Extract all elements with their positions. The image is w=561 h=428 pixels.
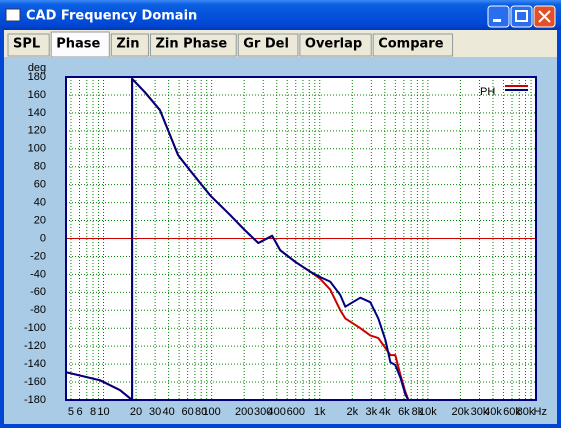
y-tick-label: 160 <box>28 89 46 101</box>
x-tick-label: 2k <box>346 406 358 418</box>
x-tick-label: 200 <box>235 406 253 418</box>
y-tick-label: 140 <box>28 107 46 119</box>
tab[interactable]: Phase <box>50 31 110 58</box>
tab-label: Zin Phase <box>155 37 227 52</box>
y-tick-label: -80 <box>30 304 46 316</box>
y-tick-label: -100 <box>24 322 46 334</box>
tab-strip: SPL Phase Zin Zin Phase Gr Del Overlap Compare <box>7 31 454 58</box>
series-lines <box>65 77 410 401</box>
x-tick-label: 600 <box>287 406 305 418</box>
x-tick-label: 8k <box>412 406 424 418</box>
y-tick-label: 40 <box>34 197 46 209</box>
tab[interactable]: Compare <box>372 33 454 57</box>
y-tick-label: -140 <box>24 358 46 370</box>
x-tick-label: 80k <box>517 406 535 418</box>
maximize-button[interactable] <box>510 5 533 28</box>
grid <box>66 76 536 401</box>
legend-label: PH <box>480 86 495 98</box>
window-title: CAD Frequency Domain <box>26 9 197 24</box>
x-tick-label: 60k <box>503 406 521 418</box>
x-tick-label: 30 <box>149 406 161 418</box>
x-tick-label: 40k <box>484 406 502 418</box>
x-tick-label: 20 <box>130 406 142 418</box>
series-line <box>65 77 410 401</box>
x-tick-label: 6 <box>76 406 82 418</box>
y-tick-label: -40 <box>30 268 46 280</box>
y-tick-label: 20 <box>34 214 46 226</box>
tab[interactable]: Overlap <box>299 33 372 57</box>
y-tick-label: -180 <box>24 394 46 406</box>
tab-background <box>110 33 149 57</box>
y-tick-label: -60 <box>30 286 46 298</box>
tab-background <box>299 33 372 57</box>
x-tick-label: 400 <box>268 406 286 418</box>
x-axis-unit: Hz <box>534 406 547 418</box>
tab-label: Zin <box>116 37 139 52</box>
y-tick-label: -160 <box>24 376 46 388</box>
x-tick-label: 40 <box>162 406 174 418</box>
tab-background <box>7 33 50 57</box>
y-tick-label: 80 <box>34 161 46 173</box>
tab[interactable]: Zin <box>110 33 149 57</box>
x-tick-label: 10k <box>419 406 437 418</box>
tab-background <box>149 33 237 57</box>
y-tick-label: 0 <box>40 232 46 244</box>
x-tick-label: 300 <box>254 406 272 418</box>
y-axis-label: deg <box>28 62 46 74</box>
x-tick-label: 3k <box>366 406 378 418</box>
tab-background <box>237 33 299 57</box>
close-button[interactable] <box>533 5 556 28</box>
tab[interactable]: SPL <box>7 33 50 57</box>
x-tick-label: 6k <box>398 406 410 418</box>
tab[interactable]: Zin Phase <box>149 33 237 57</box>
app-icon <box>5 8 21 22</box>
tab-label: Compare <box>378 37 444 52</box>
title-bar <box>0 0 561 30</box>
plot-border <box>65 76 537 401</box>
y-tick-label: 120 <box>28 125 46 137</box>
x-tick-label: 80 <box>195 406 207 418</box>
x-tick-label: 60 <box>182 406 194 418</box>
x-tick-label: 5 <box>68 406 74 418</box>
y-tick-label: 180 <box>28 71 46 83</box>
x-tick-label: 100 <box>202 406 220 418</box>
x-tick-label: 8 <box>90 406 96 418</box>
x-tick-label: 4k <box>379 406 391 418</box>
x-tick-label: 30k <box>471 406 489 418</box>
y-tick-label: -20 <box>30 250 46 262</box>
x-tick-label: 20k <box>452 406 470 418</box>
x-tick-label: 1k <box>314 406 326 418</box>
x-tick-label: 10 <box>97 406 109 418</box>
y-tick-label: -120 <box>24 340 46 352</box>
tab-label: Gr Del <box>243 37 289 52</box>
tab-background <box>372 33 454 57</box>
y-tick-label: 60 <box>34 179 46 191</box>
tab-label: Phase <box>56 37 100 52</box>
minimize-button[interactable] <box>487 5 510 28</box>
y-tick-label: 100 <box>28 143 46 155</box>
tab-background <box>50 31 110 58</box>
tab-label: SPL <box>13 37 40 52</box>
tab[interactable]: Gr Del <box>237 33 299 57</box>
tab-label: Overlap <box>305 37 362 52</box>
